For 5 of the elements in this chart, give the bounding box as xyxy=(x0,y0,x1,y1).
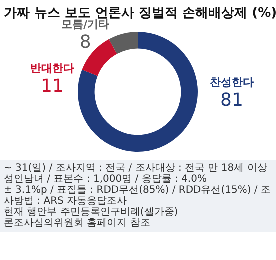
text: ± 3.1%p / 표집틀 : RDD무선(85%) / RDD유선(15%) / 조사방법 : ARS 자동응답조사 xyxy=(4,185,272,207)
text: ~ 31(일) / 조사지역 : 전국 / 조사대상 : 전국 만 18세 이상 성인남녀 / 표본수 : 1,000명 / 응답률 : 4.0% xyxy=(4,163,268,185)
chart-title: 가짜 뉴스 보도 언론사 징벌적 손해배상제 (%) xyxy=(4,5,276,21)
text: 론조사심의위원회 홈페이지 참조 xyxy=(4,218,152,229)
text: 현재 행안부 주민등록인구비례(셀가중) xyxy=(4,207,180,218)
